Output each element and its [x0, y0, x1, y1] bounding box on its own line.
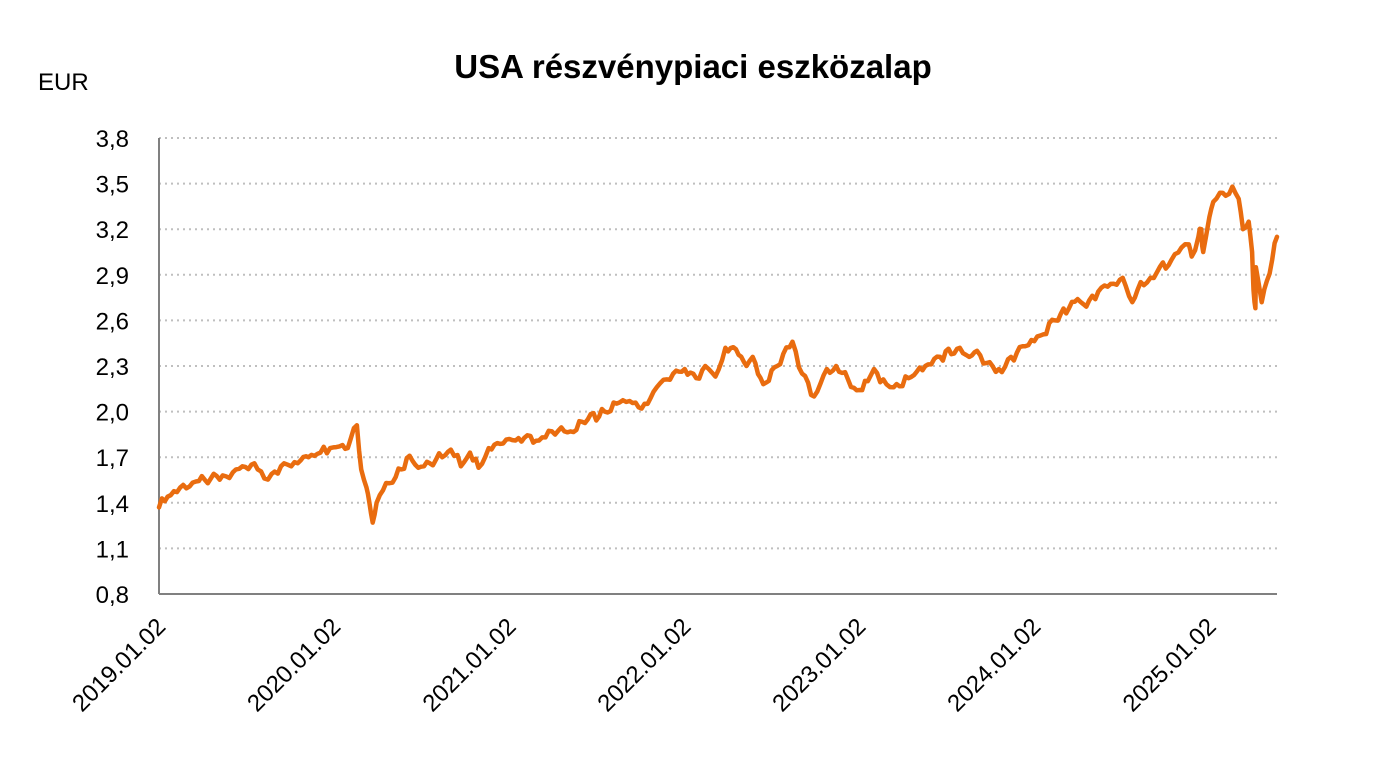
x-tick-label: 2024.01.02: [942, 613, 1046, 717]
y-tick-label: 3,8: [96, 126, 129, 153]
axes: [158, 138, 1277, 595]
y-tick-label: 3,5: [96, 172, 129, 199]
y-tick-label: 2,3: [96, 354, 129, 381]
y-tick-label: 2,0: [96, 400, 129, 427]
x-tick-label: 2021.01.02: [418, 613, 522, 717]
series: [156, 184, 1280, 525]
x-tick-label: 2019.01.02: [67, 613, 171, 717]
chart-title: USA részvénypiaci eszközalap: [454, 48, 932, 85]
y-axis-unit-label: EUR: [38, 69, 89, 96]
x-tick-labels: 2019.01.02 2020.01.02 2021.01.02 2022.01.02…: [67, 613, 1221, 717]
series-line: [156, 184, 1280, 525]
y-tick-label: 2,9: [96, 263, 129, 290]
x-tick-label: 2020.01.02: [242, 613, 346, 717]
gridlines: [159, 137, 1277, 550]
y-tick-label: 0,8: [96, 582, 129, 609]
x-tick-label: 2025.01.02: [1118, 613, 1222, 717]
y-tick-label: 1,1: [96, 536, 129, 563]
x-tick-label: 2022.01.02: [592, 613, 696, 717]
x-tick-label: 2023.01.02: [767, 613, 871, 717]
y-tick-labels: 3,8 3,5 3,2 2,9 2,6 2,3 2,0 1,7 1,4 1,1 0,8: [96, 126, 129, 609]
y-tick-label: 2,6: [96, 308, 129, 335]
y-tick-label: 1,4: [96, 491, 129, 518]
y-tick-label: 3,2: [96, 217, 129, 244]
y-tick-label: 1,7: [96, 445, 129, 472]
